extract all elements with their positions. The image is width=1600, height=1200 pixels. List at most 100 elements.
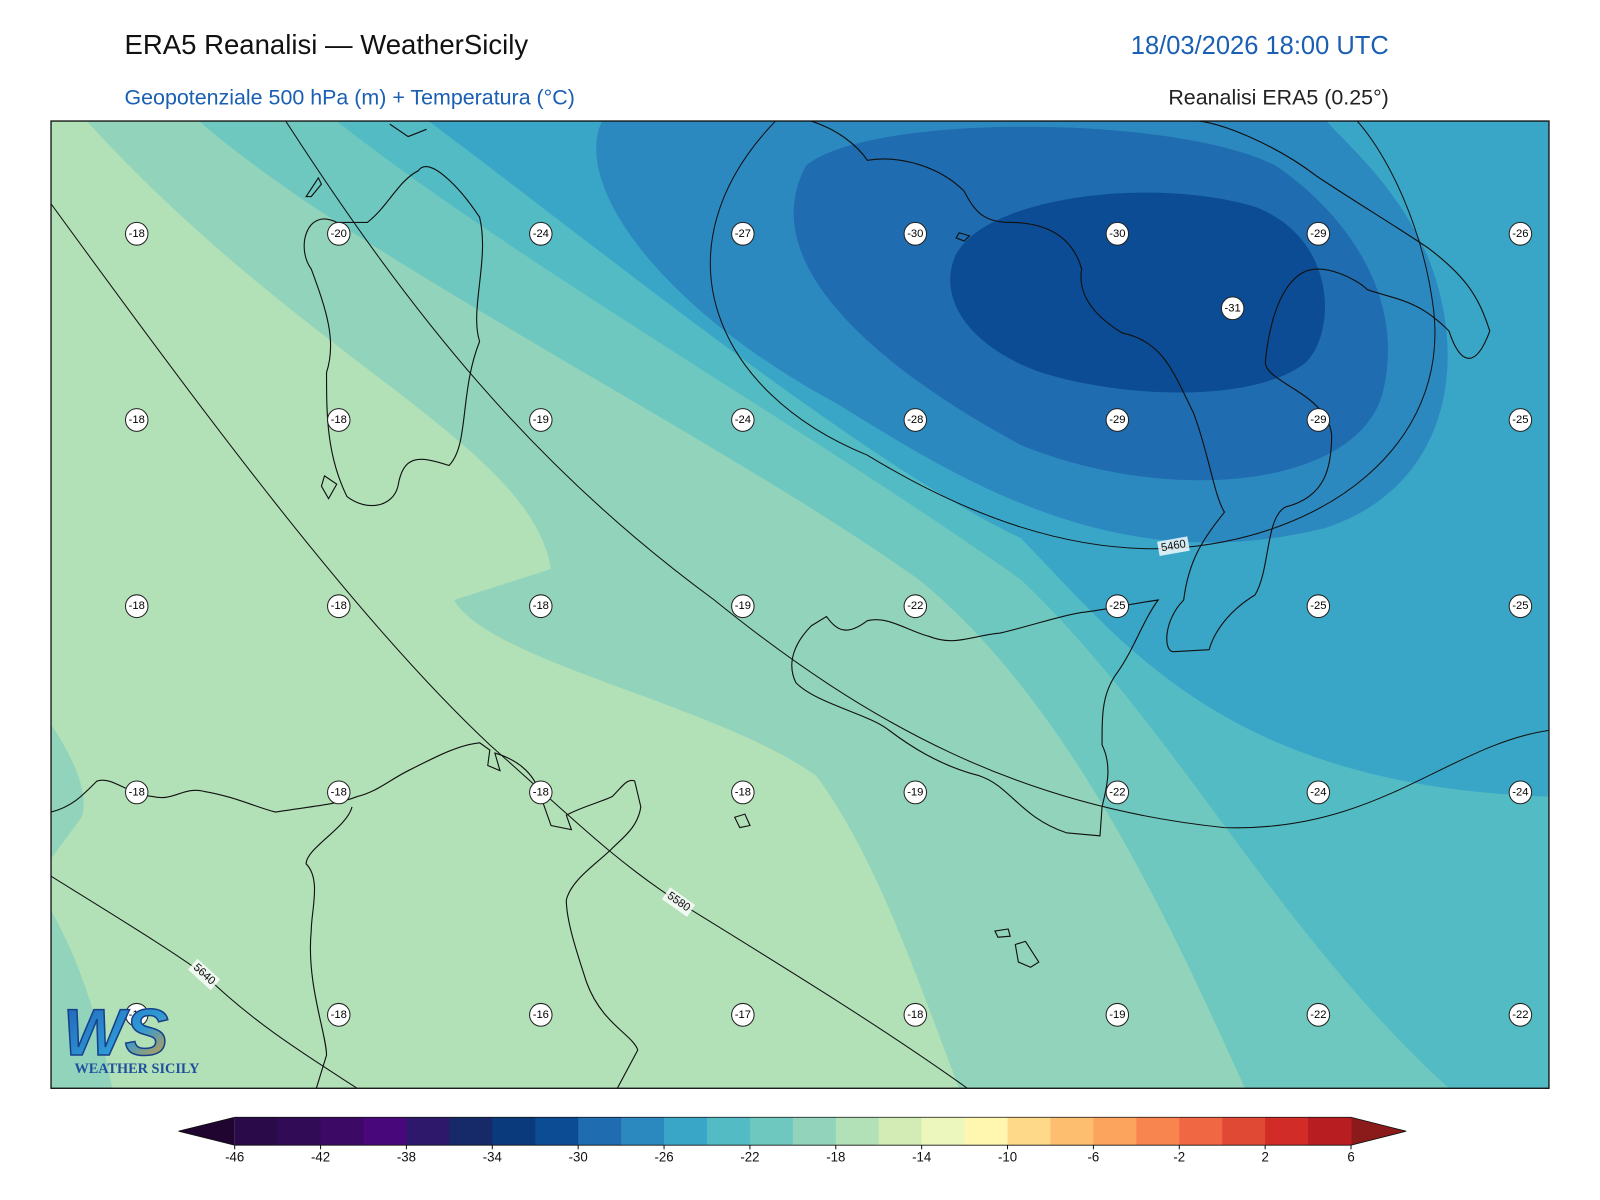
temperature-label: -24 [533,228,549,240]
temperature-marker [1105,594,1130,619]
temperature-marker [731,594,755,619]
temperature-label: -16 [533,1009,549,1021]
colorbar-tick-label: 6 [1347,1150,1354,1165]
temperature-label: -24 [1310,786,1326,798]
temperature-marker [1105,408,1130,432]
temperature-label: -18 [735,786,751,798]
temperature-label: -29 [1310,414,1326,426]
colorbar-bin [1136,1117,1180,1146]
colorbar-bin [406,1117,450,1146]
colorbar-tick-label: -38 [397,1150,416,1165]
colorbar-tick-label: -6 [1088,1150,1100,1165]
colorbar-tick-label: -2 [1173,1150,1185,1165]
colorbar-bin [878,1117,923,1146]
colorbar-tick-label: -10 [998,1150,1017,1165]
colorbar-over [1351,1117,1407,1146]
temperature-marker [1105,780,1130,805]
colorbar-bin [1308,1117,1352,1146]
temperature-label: -28 [907,414,923,426]
temperature-marker [125,1002,149,1027]
isohypse-label-text: 5460 [1160,538,1187,554]
temperature-marker [1306,594,1331,619]
temperature-label: -18 [129,600,145,612]
colorbar-tick-label: -26 [654,1150,673,1165]
temperature-label: -18 [129,786,145,798]
temperature-marker [1220,296,1245,321]
colorbar-bin [277,1117,322,1146]
temperature-label: -18 [533,600,549,612]
logo-text: WEATHER SICILY [74,1061,200,1077]
temperature-marker [1306,408,1331,432]
colorbar-tick-label: -22 [740,1150,759,1165]
temperature-marker [529,408,553,432]
logo-mark: WS [63,995,168,1070]
temperature-marker [731,780,755,805]
temperature-marker [1508,594,1533,619]
temperature-label: -25 [1310,600,1326,612]
coastline [791,599,1160,837]
temperature-marker [529,1002,553,1027]
title: ERA5 Reanalisi — WeatherSicily [124,29,528,60]
temperature-marker [903,408,928,432]
temperature-marker [731,221,755,246]
colorbar-bin [234,1117,279,1146]
temperature-marker [1508,780,1533,805]
colorbar-bin [363,1117,407,1146]
temperature-marker [327,408,351,432]
colorbar: -46 -42 -38 -34 -30 -26 -22 -18 -14 -10 -6 -2 2 6 [178,1116,1407,1165]
temperature-label: -17 [735,1009,751,1021]
colorbar-bin [664,1117,708,1146]
colorbar-bin [449,1117,493,1146]
colorbar-tick-label: -46 [225,1150,244,1165]
temperature-band [950,192,1325,393]
temperature-label: -18 [331,600,347,612]
colorbar-bin [320,1117,365,1146]
colorbar-bin [492,1117,536,1146]
temperature-label: -26 [1512,228,1528,240]
colorbar-bin [1265,1117,1309,1146]
temperature-label: -30 [907,228,923,240]
temperature-label: -27 [735,228,751,240]
temperature-marker [903,594,928,619]
colorbar-bin [1222,1117,1266,1146]
temperature-label: -29 [1310,228,1326,240]
temperature-marker [125,594,149,619]
temperature-label: -25 [1109,600,1125,612]
colorbar-bin [835,1117,880,1146]
isohypse [710,121,1436,550]
temperature-marker [1306,1002,1331,1027]
temperature-label: -18 [331,786,347,798]
temperature-marker [125,408,149,432]
temperature-marker [903,221,928,246]
temperature-marker [903,1002,928,1027]
temperature-marker [529,221,553,246]
isohypse-label-bg [661,887,696,917]
temperature-marker [125,221,149,246]
temperature-marker [327,594,351,619]
logo: WS WEATHER SICILY [62,994,200,1077]
isohypse-label-bg [1157,536,1190,557]
coastline [811,121,1491,653]
temperature-marker [529,594,553,619]
colorbar-bin [578,1117,622,1146]
temperature-label: -18 [129,414,145,426]
temperature-marker [1306,780,1331,805]
colorbar-tick-label: -34 [483,1150,503,1165]
temperature-label: -22 [1109,786,1125,798]
temperature-marker [1105,221,1130,246]
temperature-marker [1105,1002,1130,1027]
colorbar-under [178,1117,235,1146]
colorbar-bin [1007,1117,1051,1146]
colorbar-bin [621,1117,665,1146]
temperature-marker [731,1002,755,1027]
temperature-marker [327,1002,351,1027]
map-frame [50,120,1550,1089]
colorbar-tick-label: -30 [569,1150,588,1165]
colorbar-bin [706,1117,751,1146]
subtitle: Geopotenziale 500 hPa (m) + Temperatura … [124,84,574,109]
temperature-label: -25 [1512,414,1528,426]
temperature-label: -19 [907,786,923,798]
temperature-marker [125,780,149,805]
temperature-marker [903,780,928,805]
